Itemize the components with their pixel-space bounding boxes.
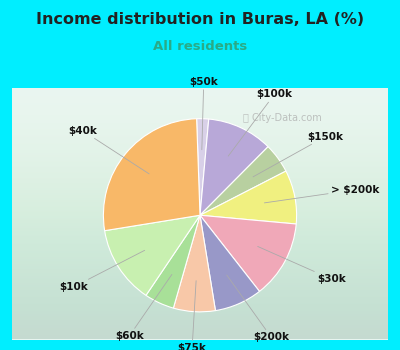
- Text: ⓘ City-Data.com: ⓘ City-Data.com: [243, 113, 322, 123]
- Wedge shape: [200, 171, 296, 224]
- Text: > $200k: > $200k: [264, 185, 379, 203]
- Text: All residents: All residents: [153, 40, 247, 53]
- Text: Income distribution in Buras, LA (%): Income distribution in Buras, LA (%): [36, 12, 364, 27]
- Text: $40k: $40k: [68, 126, 149, 174]
- Wedge shape: [200, 215, 296, 291]
- Text: $100k: $100k: [228, 90, 292, 156]
- Wedge shape: [104, 119, 200, 231]
- Wedge shape: [105, 215, 200, 295]
- Text: $60k: $60k: [115, 274, 172, 341]
- Text: $75k: $75k: [178, 281, 206, 350]
- Wedge shape: [200, 215, 260, 310]
- Text: $10k: $10k: [59, 250, 145, 292]
- Wedge shape: [200, 119, 268, 215]
- Text: $200k: $200k: [227, 275, 289, 342]
- Text: $50k: $50k: [189, 77, 218, 150]
- Text: $30k: $30k: [258, 246, 346, 284]
- Wedge shape: [173, 215, 216, 312]
- Wedge shape: [197, 119, 209, 215]
- Wedge shape: [200, 147, 286, 215]
- Wedge shape: [146, 215, 200, 308]
- Text: $150k: $150k: [253, 132, 344, 177]
